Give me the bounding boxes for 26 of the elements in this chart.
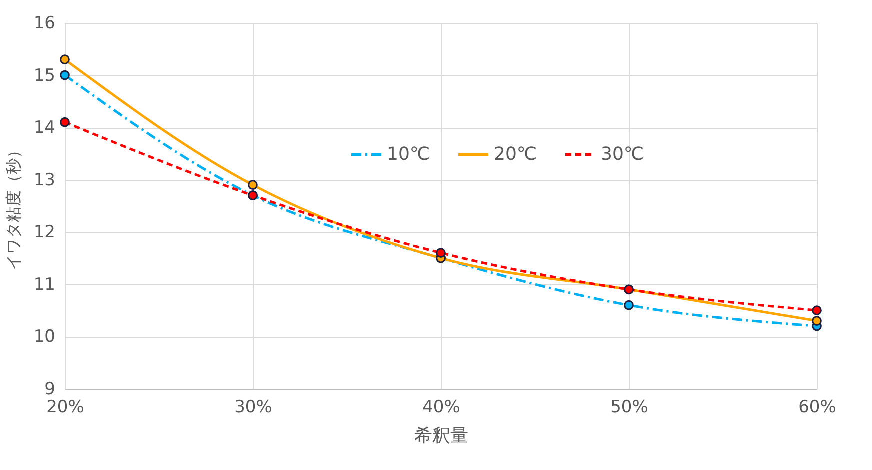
- y-tick-label: 12: [34, 222, 56, 243]
- y-tick-label: 9: [44, 380, 56, 400]
- y-tick-label: 15: [34, 66, 56, 86]
- x-tick-label: 20%: [46, 398, 84, 418]
- y-tick-label: 10: [34, 327, 56, 348]
- point: [624, 300, 634, 310]
- y-tick-label: 13: [34, 170, 56, 190]
- point: [812, 316, 822, 326]
- y-axis-title: イワタ粘度（秒）: [4, 142, 23, 270]
- x-tick-label: 40%: [422, 398, 460, 418]
- y-tick-label: 14: [34, 118, 56, 138]
- legend-label: 20℃: [494, 144, 538, 165]
- point: [60, 70, 70, 80]
- point: [248, 180, 258, 190]
- x-axis-title: 希釈量: [414, 426, 468, 446]
- x-tick-label: 60%: [798, 398, 836, 418]
- legend-label: 30℃: [601, 144, 644, 165]
- legend-label: 10℃: [387, 144, 430, 165]
- point: [436, 248, 446, 258]
- y-tick-label: 16: [34, 14, 56, 34]
- x-tick-label: 30%: [234, 398, 272, 418]
- point: [60, 117, 70, 128]
- y-tick-label: 11: [34, 274, 56, 295]
- point: [812, 306, 822, 316]
- x-tick-label: 50%: [610, 398, 648, 418]
- point: [60, 54, 70, 65]
